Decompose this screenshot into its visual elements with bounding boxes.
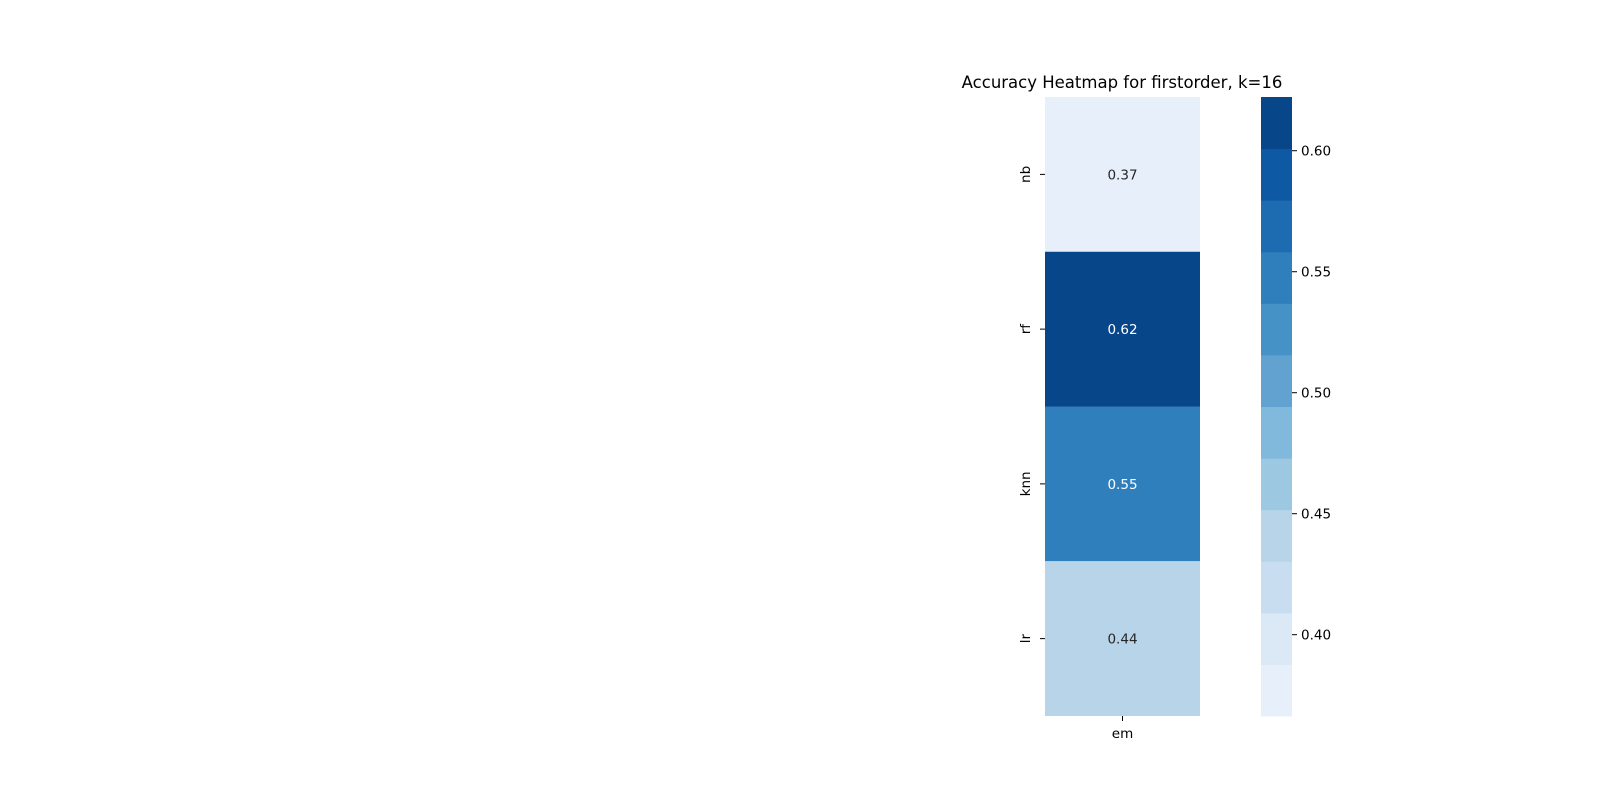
cell-value-label-lr: 0.44 [1107, 632, 1137, 648]
colorbar-tick-label: 0.45 [1301, 507, 1331, 523]
colorbar-band [1261, 251, 1292, 304]
colorbar-band [1261, 148, 1292, 201]
cell-value-label-knn: 0.55 [1107, 477, 1137, 493]
colorbar-band [1261, 200, 1292, 253]
colorbar: 0.40 0.45 0.50 0.55 0.60 [1261, 97, 1331, 717]
colorbar-band [1261, 303, 1292, 356]
x-tick-label-em: em [1112, 726, 1133, 742]
colorbar-tick-label: 0.55 [1301, 265, 1331, 281]
heatmap-cell-knn-em [1045, 406, 1200, 562]
y-tick-label-nb: nb [1018, 166, 1034, 183]
colorbar-band [1261, 561, 1292, 614]
colorbar-band [1261, 458, 1292, 511]
colorbar-band [1261, 406, 1292, 459]
heatmap-cell-nb-em [1045, 97, 1200, 252]
colorbar-tick-label: 0.50 [1301, 386, 1331, 402]
colorbar-band [1261, 354, 1292, 407]
chart-title: Accuracy Heatmap for firstorder, k=16 [962, 73, 1283, 92]
heatmap-cell-lr-em [1045, 561, 1200, 716]
y-tick-label-lr: lr [1018, 634, 1034, 644]
colorbar-tick-label: 0.40 [1301, 628, 1331, 644]
colorbar-band [1261, 509, 1292, 562]
colorbar-band [1261, 97, 1292, 150]
y-tick-label-knn: knn [1018, 471, 1034, 496]
y-axis: nb rf knn lr [1018, 166, 1045, 643]
cell-value-label-rf: 0.62 [1107, 322, 1137, 338]
heatmap-cell-rf-em [1045, 251, 1200, 407]
y-tick-label-rf: rf [1018, 323, 1034, 335]
colorbar-band [1261, 612, 1292, 665]
x-axis: em [1112, 716, 1133, 742]
cell-value-label-nb: 0.37 [1107, 167, 1137, 183]
heatmap-cells: 0.37 0.62 0.55 0.44 [1045, 97, 1200, 716]
colorbar-band [1261, 664, 1292, 717]
colorbar-tick-label: 0.60 [1301, 144, 1331, 160]
